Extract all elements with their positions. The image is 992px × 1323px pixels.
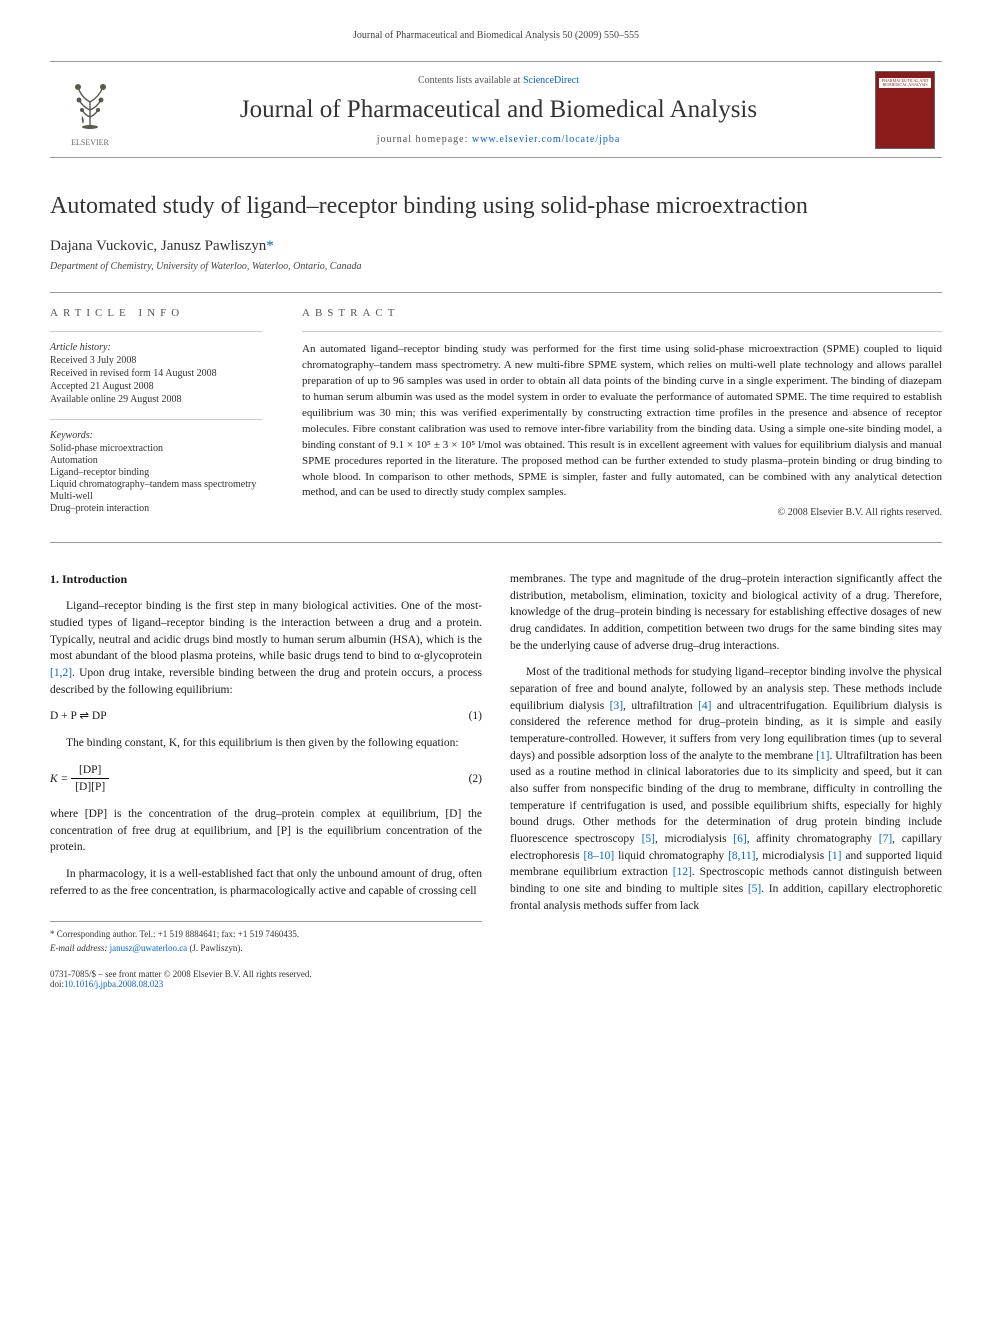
corresponding-footnote: * Corresponding author. Tel.: +1 519 888… xyxy=(50,928,482,941)
journal-cover-icon: PHARMACEUTICAL AND BIOMEDICAL ANALYSIS xyxy=(875,71,935,149)
citation-link[interactable]: [3] xyxy=(610,700,623,712)
keywords-block: Keywords: Solid-phase microextraction Au… xyxy=(50,430,262,514)
divider xyxy=(50,331,262,332)
paragraph: where [DP] is the concentration of the d… xyxy=(50,806,482,856)
body-column-right: membranes. The type and magnitude of the… xyxy=(510,571,942,955)
text: , ultrafiltration xyxy=(623,700,698,712)
text: , affinity chromatography xyxy=(747,833,879,845)
body-columns: 1. Introduction Ligand–receptor binding … xyxy=(50,571,942,955)
paragraph: Most of the traditional methods for stud… xyxy=(510,664,942,914)
numerator: [DP] xyxy=(71,762,109,780)
citation-link[interactable]: [1] xyxy=(816,750,829,762)
equation-number: (1) xyxy=(469,708,482,725)
cover-label: PHARMACEUTICAL AND BIOMEDICAL ANALYSIS xyxy=(879,78,931,89)
masthead-center: Contents lists available at ScienceDirec… xyxy=(130,63,867,157)
publisher-name: ELSEVIER xyxy=(60,138,120,147)
doi-label: doi: xyxy=(50,979,64,989)
paragraph: In pharmacology, it is a well-establishe… xyxy=(50,866,482,899)
authors: Dajana Vuckovic, Janusz Pawliszyn* xyxy=(50,238,942,255)
keywords-label: Keywords: xyxy=(50,430,262,441)
email-footnote: E-mail address: janusz@uwaterloo.ca (J. … xyxy=(50,942,482,955)
elsevier-tree-icon xyxy=(63,72,118,132)
paragraph: The binding constant, K, for this equili… xyxy=(50,735,482,752)
citation-link[interactable]: [12] xyxy=(673,866,692,878)
equation-1: D + P ⇌ DP (1) xyxy=(50,708,482,725)
history-online: Available online 29 August 2008 xyxy=(50,394,262,405)
paragraph: membranes. The type and magnitude of the… xyxy=(510,571,942,654)
keyword: Automation xyxy=(50,455,262,466)
citation-link[interactable]: [8,11] xyxy=(728,850,755,862)
denominator: [D][P] xyxy=(71,779,109,796)
text: , microdialysis xyxy=(755,850,828,862)
text: . Ultrafiltration has been used as a rou… xyxy=(510,750,942,845)
masthead: ELSEVIER Contents lists available at Sci… xyxy=(50,61,942,158)
bottom-bar: 0731-7085/$ – see front matter © 2008 El… xyxy=(50,969,942,989)
email-suffix: (J. Pawliszyn). xyxy=(187,943,243,953)
citation-link[interactable]: [8–10] xyxy=(584,850,615,862)
equation-body: K = [DP][D][P] xyxy=(50,762,109,796)
info-abstract-row: ARTICLE INFO Article history: Received 3… xyxy=(50,292,942,543)
doi-line: doi:10.1016/j.jpba.2008.08.023 xyxy=(50,979,942,989)
history-received: Received 3 July 2008 xyxy=(50,355,262,366)
front-matter-line: 0731-7085/$ – see front matter © 2008 El… xyxy=(50,969,942,979)
contents-available-line: Contents lists available at ScienceDirec… xyxy=(130,75,867,86)
history-accepted: Accepted 21 August 2008 xyxy=(50,381,262,392)
eq-lhs: K = xyxy=(50,773,71,785)
homepage-link[interactable]: www.elsevier.com/locate/jpba xyxy=(472,134,620,145)
citation-link[interactable]: [6] xyxy=(733,833,746,845)
citation-link[interactable]: [4] xyxy=(698,700,711,712)
abstract-copyright: © 2008 Elsevier B.V. All rights reserved… xyxy=(302,507,942,518)
keyword: Ligand–receptor binding xyxy=(50,467,262,478)
equation-number: (2) xyxy=(469,771,482,788)
footnotes: * Corresponding author. Tel.: +1 519 888… xyxy=(50,921,482,954)
email-label: E-mail address: xyxy=(50,943,110,953)
homepage-line: journal homepage: www.elsevier.com/locat… xyxy=(130,134,867,145)
page: Journal of Pharmaceutical and Biomedical… xyxy=(0,0,992,1019)
citation-link[interactable]: [1] xyxy=(828,850,841,862)
equation-body: D + P ⇌ DP xyxy=(50,708,107,725)
abstract-text: An automated ligand–receptor binding stu… xyxy=(302,342,942,501)
history-revised: Received in revised form 14 August 2008 xyxy=(50,368,262,379)
divider xyxy=(50,419,262,420)
contents-prefix: Contents lists available at xyxy=(418,75,523,86)
history-label: Article history: xyxy=(50,342,262,353)
citation-link[interactable]: [7] xyxy=(879,833,892,845)
text: liquid chromatography xyxy=(614,850,728,862)
homepage-prefix: journal homepage: xyxy=(377,134,472,145)
abstract-column: ABSTRACT An automated ligand–receptor bi… xyxy=(280,293,942,542)
history-block: Article history: Received 3 July 2008 Re… xyxy=(50,342,262,405)
publisher-block: ELSEVIER xyxy=(50,62,130,157)
sciencedirect-link[interactable]: ScienceDirect xyxy=(523,75,579,86)
corresponding-mark: * xyxy=(266,238,274,254)
doi-link[interactable]: 10.1016/j.jpba.2008.08.023 xyxy=(64,979,163,989)
running-head: Journal of Pharmaceutical and Biomedical… xyxy=(50,30,942,41)
journal-name: Journal of Pharmaceutical and Biomedical… xyxy=(130,96,867,124)
cover-thumbnail-block: PHARMACEUTICAL AND BIOMEDICAL ANALYSIS xyxy=(867,63,942,157)
paragraph: Ligand–receptor binding is the first ste… xyxy=(50,598,482,698)
text: , microdialysis xyxy=(655,833,733,845)
body-column-left: 1. Introduction Ligand–receptor binding … xyxy=(50,571,482,955)
equation-2: K = [DP][D][P] (2) xyxy=(50,762,482,796)
article-info-heading: ARTICLE INFO xyxy=(50,307,262,319)
affiliation: Department of Chemistry, University of W… xyxy=(50,261,942,272)
section-heading: 1. Introduction xyxy=(50,571,482,588)
divider xyxy=(302,331,942,332)
article-info: ARTICLE INFO Article history: Received 3… xyxy=(50,293,280,542)
abstract-heading: ABSTRACT xyxy=(302,307,942,319)
keyword: Multi-well xyxy=(50,491,262,502)
citation-link[interactable]: [5] xyxy=(748,883,761,895)
email-link[interactable]: janusz@uwaterloo.ca xyxy=(110,943,188,953)
citation-link[interactable]: [1,2] xyxy=(50,667,72,679)
citation-link[interactable]: [5] xyxy=(642,833,655,845)
text: . Upon drug intake, reversible binding b… xyxy=(50,667,482,696)
keyword: Drug–protein interaction xyxy=(50,503,262,514)
fraction: [DP][D][P] xyxy=(71,762,109,796)
keyword: Solid-phase microextraction xyxy=(50,443,262,454)
keyword: Liquid chromatography–tandem mass spectr… xyxy=(50,479,262,490)
author-names: Dajana Vuckovic, Janusz Pawliszyn xyxy=(50,238,266,254)
text: Ligand–receptor binding is the first ste… xyxy=(50,600,482,662)
article-title: Automated study of ligand–receptor bindi… xyxy=(50,193,942,220)
